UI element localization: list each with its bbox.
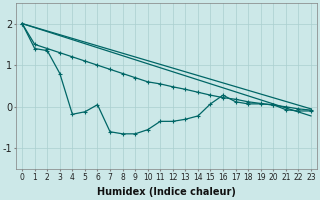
X-axis label: Humidex (Indice chaleur): Humidex (Indice chaleur)	[97, 187, 236, 197]
